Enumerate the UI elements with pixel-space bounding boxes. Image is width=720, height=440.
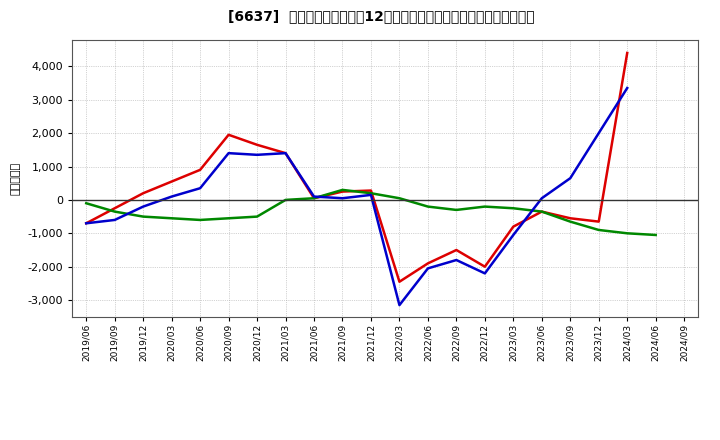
- 投資CF: [452, 207, 461, 213]
- 投資CF: [652, 232, 660, 238]
- フリーCF: [566, 176, 575, 181]
- 投資CF: [253, 214, 261, 219]
- 投資CF: [480, 204, 489, 209]
- 営業CF: [395, 279, 404, 284]
- 投資CF: [623, 231, 631, 236]
- 営業CF: [509, 224, 518, 229]
- 投資CF: [395, 196, 404, 201]
- 投資CF: [509, 205, 518, 211]
- 投資CF: [366, 191, 375, 196]
- フリーCF: [338, 196, 347, 201]
- フリーCF: [366, 192, 375, 198]
- Line: フリーCF: フリーCF: [86, 88, 627, 305]
- 投資CF: [310, 196, 318, 201]
- Line: 営業CF: 営業CF: [86, 53, 627, 282]
- 投資CF: [196, 217, 204, 223]
- 投資CF: [338, 187, 347, 193]
- 営業CF: [366, 188, 375, 193]
- フリーCF: [480, 271, 489, 276]
- フリーCF: [82, 220, 91, 226]
- フリーCF: [225, 150, 233, 156]
- 営業CF: [82, 220, 91, 226]
- Y-axis label: （百万円）: （百万円）: [10, 161, 20, 195]
- 営業CF: [623, 50, 631, 55]
- 投資CF: [566, 219, 575, 224]
- フリーCF: [253, 152, 261, 158]
- 営業CF: [537, 209, 546, 214]
- フリーCF: [310, 194, 318, 199]
- フリーCF: [395, 302, 404, 308]
- 投資CF: [282, 197, 290, 202]
- 投資CF: [595, 227, 603, 233]
- 投資CF: [139, 214, 148, 219]
- 営業CF: [253, 142, 261, 147]
- Line: 投資CF: 投資CF: [86, 190, 656, 235]
- フリーCF: [110, 217, 119, 223]
- 営業CF: [225, 132, 233, 137]
- フリーCF: [595, 131, 603, 136]
- 投資CF: [537, 209, 546, 214]
- 営業CF: [423, 261, 432, 266]
- 投資CF: [167, 216, 176, 221]
- フリーCF: [452, 257, 461, 263]
- フリーCF: [167, 194, 176, 199]
- フリーCF: [509, 232, 518, 238]
- 営業CF: [338, 189, 347, 194]
- 営業CF: [167, 179, 176, 184]
- 営業CF: [196, 167, 204, 172]
- 営業CF: [566, 216, 575, 221]
- 投資CF: [423, 204, 432, 209]
- 投資CF: [225, 216, 233, 221]
- フリーCF: [537, 196, 546, 201]
- 投資CF: [82, 201, 91, 206]
- 営業CF: [452, 247, 461, 253]
- フリーCF: [623, 85, 631, 91]
- 営業CF: [110, 205, 119, 211]
- 営業CF: [310, 196, 318, 201]
- フリーCF: [282, 150, 290, 156]
- フリーCF: [423, 266, 432, 271]
- フリーCF: [196, 186, 204, 191]
- 営業CF: [139, 191, 148, 196]
- 営業CF: [480, 264, 489, 269]
- Text: [6637]  キャッシュフローの12か月移動合計の対前年同期増減額の推移: [6637] キャッシュフローの12か月移動合計の対前年同期増減額の推移: [228, 9, 535, 23]
- フリーCF: [139, 204, 148, 209]
- 投資CF: [110, 209, 119, 214]
- 営業CF: [595, 219, 603, 224]
- 営業CF: [282, 150, 290, 156]
